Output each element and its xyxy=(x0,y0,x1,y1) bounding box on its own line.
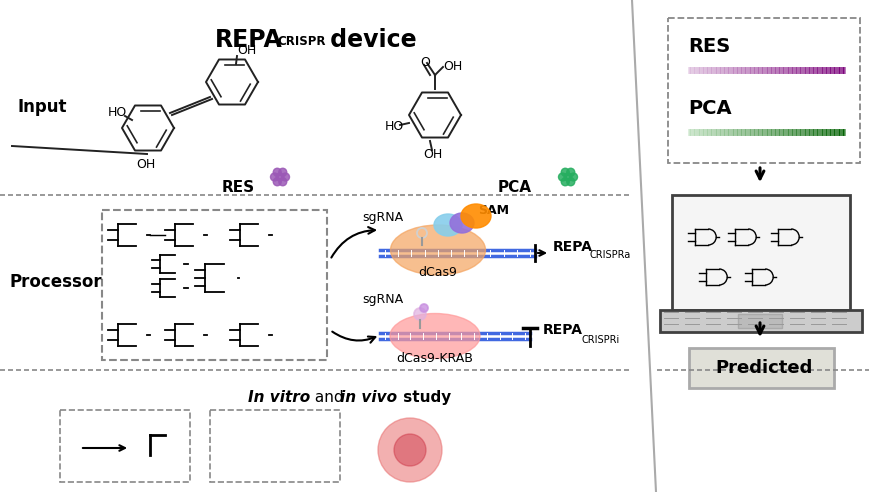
Text: SAM: SAM xyxy=(477,204,508,216)
Text: Processor: Processor xyxy=(10,273,103,291)
Circle shape xyxy=(270,173,278,181)
Ellipse shape xyxy=(434,214,461,236)
FancyBboxPatch shape xyxy=(660,310,861,332)
FancyArrowPatch shape xyxy=(331,227,375,258)
Circle shape xyxy=(278,168,287,176)
Text: sgRNA: sgRNA xyxy=(362,294,402,307)
Text: REPA: REPA xyxy=(553,240,593,254)
Ellipse shape xyxy=(389,313,480,359)
Circle shape xyxy=(561,168,568,176)
Circle shape xyxy=(273,168,281,176)
Text: HO: HO xyxy=(108,106,127,120)
Circle shape xyxy=(558,173,566,181)
Text: O: O xyxy=(420,57,429,69)
Text: RES: RES xyxy=(222,180,255,195)
Circle shape xyxy=(377,418,441,482)
FancyBboxPatch shape xyxy=(737,314,781,328)
Text: REPA: REPA xyxy=(542,323,582,337)
Text: CRISPRi: CRISPRi xyxy=(581,335,620,345)
Text: OH: OH xyxy=(422,149,441,161)
Text: OH: OH xyxy=(136,157,155,171)
Text: CRISPR: CRISPR xyxy=(276,35,325,48)
Text: Predicted: Predicted xyxy=(714,359,812,377)
Circle shape xyxy=(278,178,287,186)
FancyBboxPatch shape xyxy=(671,195,849,310)
Circle shape xyxy=(273,178,281,186)
Ellipse shape xyxy=(390,225,485,275)
Text: dCas9-KRAB: dCas9-KRAB xyxy=(396,351,473,365)
FancyArrowPatch shape xyxy=(332,332,375,343)
Circle shape xyxy=(414,308,426,320)
Circle shape xyxy=(275,173,283,181)
Text: sgRNA: sgRNA xyxy=(362,211,402,223)
Ellipse shape xyxy=(449,213,474,233)
Text: CRISPRa: CRISPRa xyxy=(589,250,631,260)
Text: OH: OH xyxy=(236,43,256,57)
Text: RES: RES xyxy=(687,36,729,56)
FancyBboxPatch shape xyxy=(102,210,327,360)
Ellipse shape xyxy=(461,204,490,228)
Text: PCA: PCA xyxy=(687,98,731,118)
Text: device: device xyxy=(322,28,416,52)
Text: dCas9: dCas9 xyxy=(418,267,457,279)
Text: in vivo: in vivo xyxy=(340,390,396,405)
Text: HO: HO xyxy=(385,121,404,133)
FancyBboxPatch shape xyxy=(688,348,833,388)
Text: OH: OH xyxy=(442,61,461,73)
Circle shape xyxy=(561,178,568,186)
Text: PCA: PCA xyxy=(497,180,531,195)
Circle shape xyxy=(282,173,289,181)
FancyBboxPatch shape xyxy=(209,410,340,482)
Text: and: and xyxy=(309,390,348,405)
Text: In vitro: In vitro xyxy=(248,390,310,405)
Text: REPA: REPA xyxy=(215,28,282,52)
Circle shape xyxy=(563,173,571,181)
Text: Input: Input xyxy=(18,98,68,116)
Circle shape xyxy=(566,178,574,186)
Circle shape xyxy=(566,168,574,176)
FancyBboxPatch shape xyxy=(667,18,859,163)
Text: study: study xyxy=(397,390,451,405)
Circle shape xyxy=(394,434,426,466)
FancyBboxPatch shape xyxy=(60,410,189,482)
Circle shape xyxy=(569,173,577,181)
Circle shape xyxy=(420,304,428,312)
